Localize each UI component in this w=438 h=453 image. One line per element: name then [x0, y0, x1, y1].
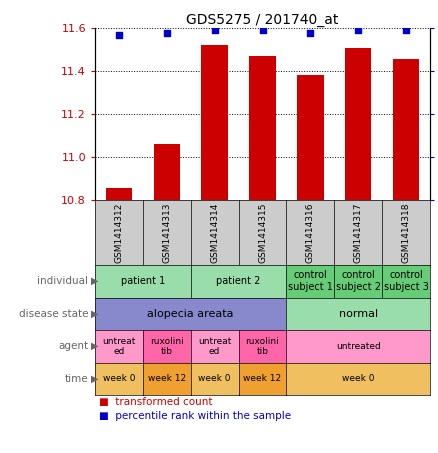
Text: alopecia areata: alopecia areata: [148, 309, 234, 319]
Text: untreat
ed: untreat ed: [102, 337, 136, 356]
Point: [211, 26, 218, 34]
Text: untreat
ed: untreat ed: [198, 337, 231, 356]
Text: ■  transformed count: ■ transformed count: [99, 397, 213, 407]
Text: patient 2: patient 2: [216, 276, 261, 286]
Text: ▶: ▶: [91, 309, 98, 319]
Bar: [201, 45, 228, 200]
Text: GSM1414314: GSM1414314: [210, 202, 219, 263]
Bar: [106, 188, 132, 200]
Bar: [154, 144, 180, 200]
Text: ruxolini
tib: ruxolini tib: [246, 337, 279, 356]
Text: ▶: ▶: [91, 374, 98, 384]
Text: GSM1414316: GSM1414316: [306, 202, 315, 263]
Point: [403, 26, 410, 34]
Text: week 12: week 12: [244, 374, 282, 383]
Text: GSM1414318: GSM1414318: [402, 202, 410, 263]
Bar: [249, 56, 276, 200]
Text: ▶: ▶: [91, 276, 98, 286]
Text: agent: agent: [58, 341, 88, 351]
Text: control
subject 1: control subject 1: [288, 270, 333, 292]
Text: ruxolini
tib: ruxolini tib: [150, 337, 184, 356]
Text: week 0: week 0: [102, 374, 135, 383]
Text: untreated: untreated: [336, 342, 381, 351]
Point: [355, 26, 362, 34]
Bar: [345, 48, 371, 200]
Point: [259, 26, 266, 34]
Text: disease state: disease state: [19, 309, 88, 319]
Text: control
subject 2: control subject 2: [336, 270, 381, 292]
Text: individual: individual: [37, 276, 88, 286]
Title: GDS5275 / 201740_at: GDS5275 / 201740_at: [186, 13, 339, 27]
Text: GSM1414313: GSM1414313: [162, 202, 171, 263]
Text: normal: normal: [339, 309, 378, 319]
Text: ■  percentile rank within the sample: ■ percentile rank within the sample: [99, 411, 292, 421]
Text: week 12: week 12: [148, 374, 186, 383]
Bar: [393, 59, 419, 200]
Text: week 0: week 0: [342, 374, 374, 383]
Bar: [297, 75, 324, 200]
Point: [163, 29, 170, 37]
Point: [116, 31, 123, 39]
Point: [307, 29, 314, 37]
Text: GSM1414315: GSM1414315: [258, 202, 267, 263]
Text: ▶: ▶: [91, 341, 98, 351]
Text: week 0: week 0: [198, 374, 231, 383]
Text: patient 1: patient 1: [121, 276, 165, 286]
Text: GSM1414312: GSM1414312: [114, 202, 124, 263]
Text: GSM1414317: GSM1414317: [354, 202, 363, 263]
Text: control
subject 3: control subject 3: [384, 270, 428, 292]
Text: time: time: [65, 374, 88, 384]
